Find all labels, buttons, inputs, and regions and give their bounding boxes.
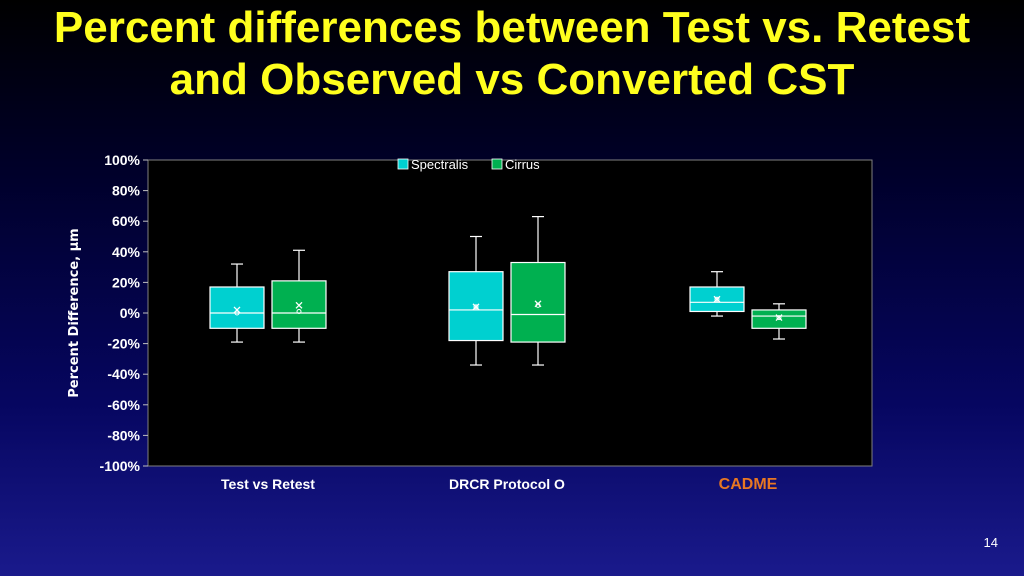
plot-area [147,159,873,467]
box-iqr [209,286,265,329]
point-marker [296,308,302,314]
box-cirrus-2 [751,303,807,340]
y-axis: 100% 80% 60% 40% 20% 0% -20% -40% -60% -80% -100% [100,152,148,474]
title-line-1: Percent differences between Test vs. Ret… [53,3,971,52]
y-tick-label: -100% [100,458,141,474]
x-category-label: DRCR Protocol O [449,476,565,492]
legend-swatch-spectralis [397,158,409,170]
y-tick-label: 100% [104,152,140,168]
mean-marker [295,301,303,309]
mean-marker [775,314,783,322]
x-axis: Test vs Retest DRCR Protocol O CADME [221,476,778,493]
mean-marker [713,295,721,303]
box-cirrus-1 [510,216,566,366]
mean-marker [472,303,480,311]
y-tick-label: 0% [120,305,141,321]
slide-title: Percent differences between Test vs. Ret… [0,0,1024,106]
legend-swatch-cirrus [491,158,503,170]
x-category-label: Test vs Retest [221,476,315,492]
y-tick-label: 60% [112,213,141,229]
legend-label-spectralis: Spectralis [411,157,469,172]
y-tick-label: -40% [107,366,140,382]
point-marker [234,310,240,316]
box-iqr [510,261,566,343]
point-marker [714,296,720,302]
page-number: 14 [983,535,998,550]
x-category-label: CADME [719,476,778,493]
y-tick-label: -60% [107,397,140,413]
title-line-2: and Observed vs Converted CST [169,55,855,104]
legend: Spectralis Cirrus [397,157,540,172]
y-tick-label: -20% [107,336,140,352]
y-tick-label: 80% [112,183,141,199]
y-tick-label: 40% [112,244,141,260]
box-spectralis-1 [448,235,504,366]
y-tick-label: -80% [107,427,140,443]
legend-label-cirrus: Cirrus [505,157,540,172]
point-marker [535,302,541,308]
box-group [209,216,807,366]
box-spectralis-0 [209,263,265,343]
box-cirrus-0 [271,249,327,343]
y-tick-label: 20% [112,274,141,290]
box-spectralis-2 [689,271,745,317]
y-axis-label: Percent Difference, µm [67,228,82,397]
point-marker [776,315,782,321]
point-marker [473,304,479,310]
